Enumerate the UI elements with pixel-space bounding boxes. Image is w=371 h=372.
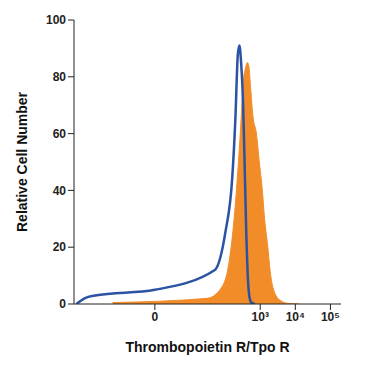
svg-text:0: 0	[152, 310, 159, 324]
svg-text:100: 100	[46, 13, 66, 27]
svg-text:60: 60	[53, 127, 67, 141]
svg-text:Relative Cell Number: Relative Cell Number	[14, 91, 30, 232]
svg-text:80: 80	[53, 70, 67, 84]
svg-text:10⁴: 10⁴	[286, 310, 305, 324]
svg-text:0: 0	[59, 297, 66, 311]
svg-text:40: 40	[53, 184, 67, 198]
svg-text:Thrombopoietin R/Tpo R: Thrombopoietin R/Tpo R	[125, 339, 289, 355]
svg-text:10⁵: 10⁵	[321, 310, 340, 324]
svg-text:10³: 10³	[252, 310, 269, 324]
svg-text:20: 20	[53, 240, 67, 254]
